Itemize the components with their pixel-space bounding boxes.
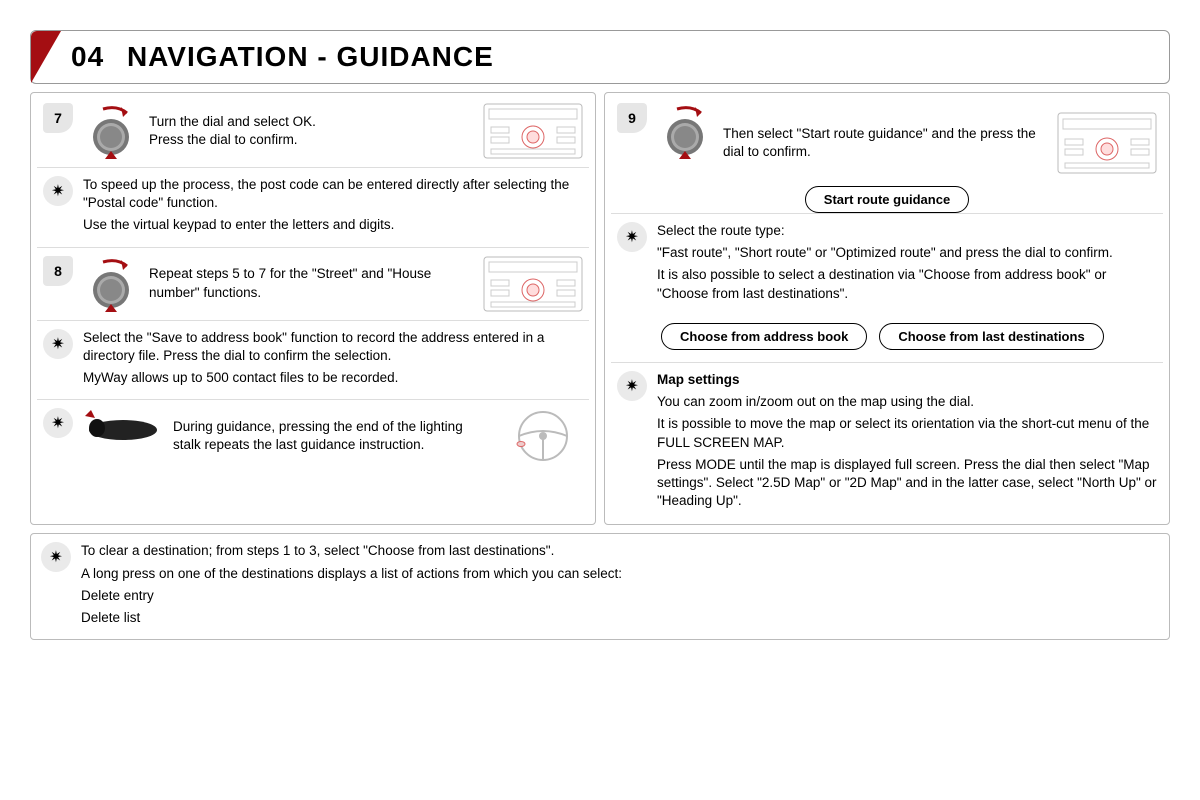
lightbulb-icon: ✷ xyxy=(41,542,71,572)
tip-text: You can zoom in/zoom out on the map usin… xyxy=(657,393,1157,411)
dial-turn-icon xyxy=(83,103,139,159)
tip-route-type: ✷ Select the route type: "Fast route", "… xyxy=(611,213,1163,358)
section-number: 04 xyxy=(71,41,104,72)
lighting-stalk-icon xyxy=(83,408,163,453)
tip-lighting-stalk: ✷ During guidance, pressing the end of t… xyxy=(37,399,589,468)
step-8-text: Repeat steps 5 to 7 for the "Street" and… xyxy=(149,265,473,301)
step-9-text: Then select "Start route guidance" and t… xyxy=(723,125,1047,161)
start-route-pill: Start route guidance xyxy=(805,186,969,213)
tip-text: A long press on one of the destinations … xyxy=(81,565,622,583)
address-book-pill: Choose from address book xyxy=(661,323,867,350)
tip-text: To speed up the process, the post code c… xyxy=(83,176,583,212)
step-7-text: Turn the dial and select OK. Press the d… xyxy=(149,113,316,149)
page-header: 04 NAVIGATION - GUIDANCE xyxy=(30,30,1170,84)
radio-unit-icon xyxy=(483,256,583,312)
dial-turn-icon xyxy=(657,103,713,159)
section-title: NAVIGATION - GUIDANCE xyxy=(127,41,494,72)
tip-text: MyWay allows up to 500 contact files to … xyxy=(83,369,583,387)
tip-text: To clear a destination; from steps 1 to … xyxy=(81,542,622,560)
lightbulb-icon: ✷ xyxy=(43,408,73,438)
left-column: 7 Turn the dial and select OK. Press the… xyxy=(30,92,596,525)
steering-wheel-icon xyxy=(503,408,583,464)
radio-unit-icon xyxy=(483,103,583,159)
columns: 7 Turn the dial and select OK. Press the… xyxy=(30,92,1170,525)
step-7: 7 Turn the dial and select OK. Press the… xyxy=(37,99,589,163)
step-badge: 7 xyxy=(43,103,73,133)
step-9: 9 Then select "Start route guidance" and… xyxy=(611,99,1163,209)
map-settings-heading: Map settings xyxy=(657,372,740,387)
step-8: 8 Repeat steps 5 to 7 for the "Street" a… xyxy=(37,247,589,316)
bottom-tip: ✷ To clear a destination; from steps 1 t… xyxy=(30,533,1170,640)
tip-text: Delete entry xyxy=(81,587,622,605)
radio-unit-icon xyxy=(1057,103,1157,183)
lightbulb-icon: ✷ xyxy=(617,371,647,401)
last-destinations-pill: Choose from last destinations xyxy=(879,323,1103,350)
tip-text: Use the virtual keypad to enter the lett… xyxy=(83,216,583,234)
tip-text: During guidance, pressing the end of the… xyxy=(173,418,493,454)
tip-map-settings: ✷ Map settings You can zoom in/zoom out … xyxy=(611,362,1163,519)
lightbulb-icon: ✷ xyxy=(43,176,73,206)
lightbulb-icon: ✷ xyxy=(617,222,647,252)
step-badge: 8 xyxy=(43,256,73,286)
tip-text: It is possible to move the map or select… xyxy=(657,415,1157,451)
tip-text: Press MODE until the map is displayed fu… xyxy=(657,456,1157,511)
step-badge: 9 xyxy=(617,103,647,133)
tip-text: It is also possible to select a destinat… xyxy=(657,266,1157,302)
tip-postal-code: ✷ To speed up the process, the post code… xyxy=(37,167,589,243)
dial-turn-icon xyxy=(83,256,139,312)
tip-text: Delete list xyxy=(81,609,622,627)
tip-text: "Fast route", "Short route" or "Optimize… xyxy=(657,244,1157,262)
lightbulb-icon: ✷ xyxy=(43,329,73,359)
tip-address-book: ✷ Select the "Save to address book" func… xyxy=(37,320,589,396)
tip-text: Select the "Save to address book" functi… xyxy=(83,329,583,365)
right-column: 9 Then select "Start route guidance" and… xyxy=(604,92,1170,525)
tip-text: Select the route type: xyxy=(657,222,1157,240)
